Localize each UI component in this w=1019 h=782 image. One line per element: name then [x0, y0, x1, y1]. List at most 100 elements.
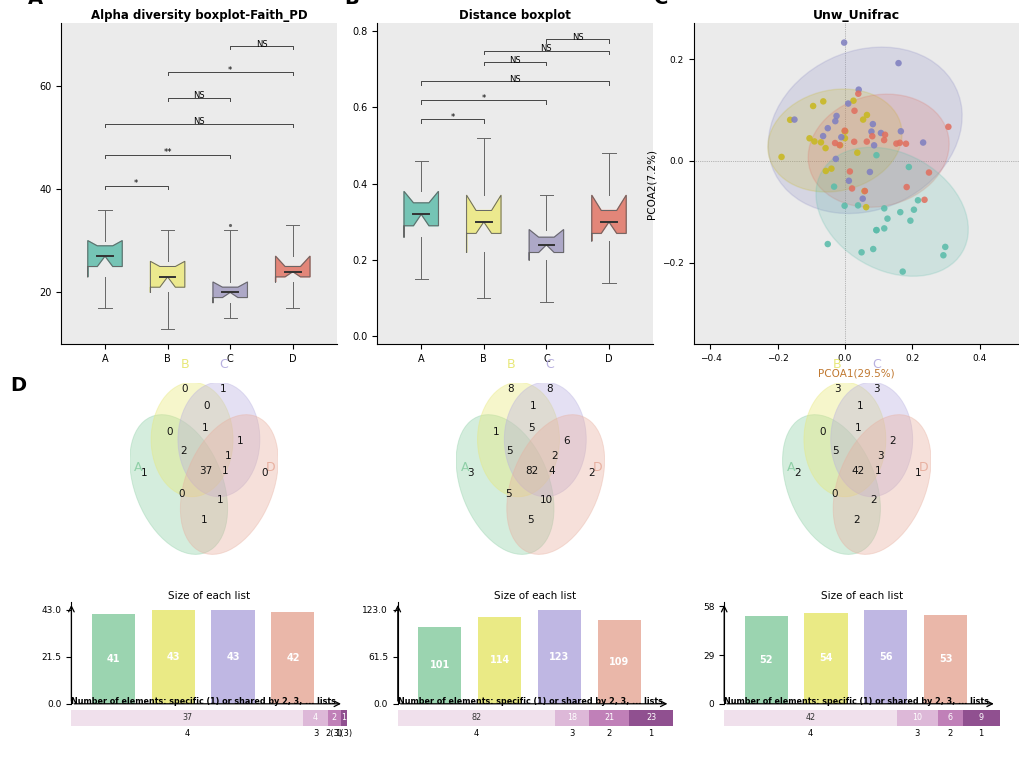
Ellipse shape — [807, 94, 949, 207]
Polygon shape — [529, 230, 564, 260]
Text: A: A — [787, 461, 795, 474]
X-axis label: PCOA1(29.5%): PCOA1(29.5%) — [817, 368, 895, 378]
Text: 21: 21 — [603, 713, 613, 723]
Point — [875, 134, 892, 146]
Text: D: D — [592, 461, 601, 474]
Text: B: B — [833, 358, 841, 371]
Text: 1: 1 — [202, 423, 209, 433]
Bar — [418, 626, 461, 704]
Point — [876, 128, 893, 141]
Polygon shape — [213, 282, 248, 303]
Title: Alpha diversity boxplot-Faith_PD: Alpha diversity boxplot-Faith_PD — [91, 9, 307, 23]
Bar — [397, 710, 554, 726]
Point — [892, 206, 908, 218]
Text: *: * — [481, 94, 485, 103]
Text: *: * — [450, 113, 454, 122]
Title: Distance boxplot: Distance boxplot — [459, 9, 571, 23]
Point — [812, 136, 828, 149]
Point — [902, 214, 918, 227]
Point — [909, 194, 925, 206]
Point — [849, 88, 865, 100]
Text: 0: 0 — [166, 427, 173, 437]
Text: 37: 37 — [182, 713, 192, 723]
Point — [836, 124, 852, 137]
Text: 4: 4 — [313, 713, 318, 723]
Text: 2: 2 — [947, 729, 952, 738]
Text: 0: 0 — [181, 384, 187, 394]
Point — [826, 152, 843, 165]
Bar — [744, 616, 787, 704]
Bar — [923, 615, 966, 704]
Bar — [937, 710, 962, 726]
Point — [836, 132, 852, 145]
Text: NS: NS — [193, 91, 205, 100]
Text: 3: 3 — [313, 729, 318, 738]
Text: 3: 3 — [876, 451, 883, 461]
Point — [864, 118, 880, 131]
Point — [804, 100, 820, 113]
Text: 2: 2 — [853, 515, 859, 526]
Text: D: D — [10, 376, 26, 395]
Point — [850, 84, 866, 96]
Ellipse shape — [815, 147, 967, 276]
Point — [914, 136, 930, 149]
Point — [867, 224, 883, 236]
Text: 1: 1 — [914, 468, 920, 479]
Point — [836, 199, 852, 212]
Text: C: C — [219, 358, 227, 371]
Point — [819, 238, 836, 250]
Bar — [92, 614, 135, 704]
Text: 5: 5 — [504, 489, 511, 499]
Text: 114: 114 — [489, 655, 510, 665]
Text: 42: 42 — [805, 713, 815, 723]
Text: 0: 0 — [830, 489, 837, 499]
Point — [840, 97, 856, 109]
Text: 1: 1 — [141, 468, 148, 479]
Point — [853, 246, 869, 259]
Point — [894, 265, 910, 278]
Text: 4: 4 — [807, 729, 812, 738]
Text: 109: 109 — [608, 657, 629, 667]
Text: A: A — [135, 461, 143, 474]
Text: 37: 37 — [199, 466, 212, 476]
Title: Size of each list: Size of each list — [820, 591, 902, 601]
Bar — [152, 610, 195, 704]
Point — [836, 125, 852, 138]
Text: 1: 1 — [220, 384, 226, 394]
Text: 6: 6 — [947, 713, 952, 723]
Text: 1: 1 — [221, 466, 228, 476]
Title: Size of each list: Size of each list — [494, 591, 576, 601]
Point — [878, 213, 895, 225]
Point — [819, 122, 836, 135]
Point — [872, 127, 889, 139]
Point — [858, 109, 874, 121]
Text: 1: 1 — [854, 423, 861, 433]
Text: 23: 23 — [645, 713, 655, 723]
Text: 1: 1 — [217, 494, 223, 504]
Point — [817, 165, 834, 178]
Point — [875, 222, 892, 235]
Text: Number of elements: specific (1) or shared by 2, 3, ... lists: Number of elements: specific (1) or shar… — [71, 697, 336, 706]
Bar — [896, 710, 937, 726]
Bar — [303, 710, 328, 726]
Point — [888, 138, 904, 150]
Point — [940, 120, 956, 133]
Text: D: D — [266, 461, 275, 474]
Text: B: B — [180, 358, 189, 371]
Bar — [211, 610, 255, 704]
Text: A: A — [461, 461, 469, 474]
Text: 52: 52 — [758, 655, 772, 665]
Text: 3: 3 — [872, 384, 878, 394]
Ellipse shape — [177, 382, 260, 497]
Point — [814, 130, 830, 142]
Text: 123: 123 — [549, 651, 569, 662]
Text: *: * — [135, 179, 139, 188]
Bar — [340, 710, 346, 726]
Bar — [589, 710, 629, 726]
Text: 0: 0 — [204, 400, 210, 411]
Text: 56: 56 — [878, 651, 892, 662]
Text: 41: 41 — [106, 654, 120, 664]
Text: 5: 5 — [527, 515, 533, 526]
Point — [837, 125, 853, 138]
Text: NS: NS — [540, 45, 551, 53]
